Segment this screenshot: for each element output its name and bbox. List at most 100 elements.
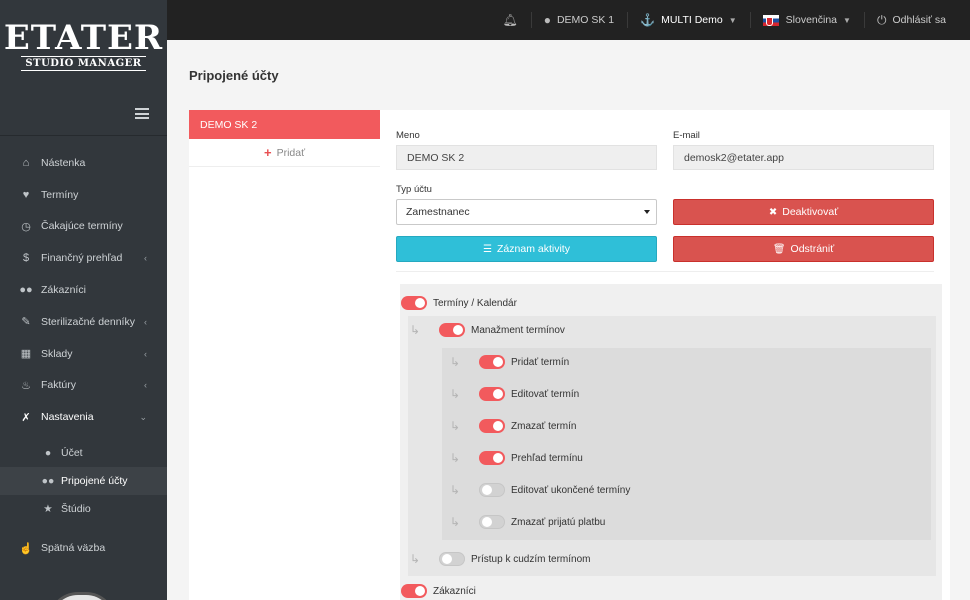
subitem-arrow-icon: ↳	[450, 355, 461, 369]
customers-toggle[interactable]	[401, 584, 427, 598]
permission-row-accept-payment: ↳ Zmazať prijatú platbu	[450, 513, 605, 531]
permission-row-edit-finished: ↳ Editovať ukončené termíny	[450, 481, 630, 499]
handshake-icon: ☝	[19, 542, 33, 555]
sidebar-subitem-studio[interactable]: ★ Štúdio	[0, 495, 167, 523]
logout-button[interactable]: ⏻ Odhlásiť sa	[863, 0, 970, 40]
wrench-icon: ✗	[21, 411, 31, 424]
activity-log-label: Záznam aktivity	[497, 243, 570, 255]
bell-icon: 🔔︎	[502, 13, 518, 27]
topbar: 🔔︎ ● DEMO SK 1 ⚓ MULTI Demo ▼ Slovenčina…	[167, 0, 970, 40]
permission-row-calendar: Termíny / Kalendár	[401, 294, 517, 312]
list-icon: ☰	[483, 243, 493, 255]
permissions-tree: Termíny / Kalendár ↳ Manažment termínov …	[400, 284, 942, 600]
hamburger-icon	[135, 108, 149, 119]
subitem-arrow-icon: ↳	[410, 323, 421, 337]
user-icon: ●	[543, 13, 551, 27]
permission-row-customers: Zákazníci	[401, 582, 476, 600]
add-account-button[interactable]: + Pridať	[189, 139, 380, 167]
management-toggle[interactable]	[439, 323, 465, 337]
menu-toggle[interactable]	[0, 92, 167, 136]
sidebar-item-customers[interactable]: ●● Zákazníci	[0, 274, 167, 306]
calendar-toggle[interactable]	[401, 296, 427, 310]
subitem-arrow-icon: ↳	[410, 552, 421, 566]
foreign-appointments-toggle[interactable]	[439, 552, 465, 566]
chevron-left-icon: ‹	[144, 253, 147, 264]
delete-appointment-toggle[interactable]	[479, 419, 505, 433]
permission-row-management: ↳ Manažment termínov	[410, 321, 565, 339]
sidebar-item-settings[interactable]: ✗ Nastavenia ⌄	[0, 401, 167, 433]
email-label: E-mail	[673, 130, 700, 141]
sidebar-subitem-account[interactable]: ● Účet	[0, 439, 167, 467]
sidebar-item-label: Nastavenia	[41, 411, 94, 424]
permissions-group-calendar: ↳ Manažment termínov ↳ Pridať termín ↳ E…	[408, 316, 936, 576]
users-cog-icon: ●●	[41, 475, 55, 488]
account-item-active[interactable]: DEMO SK 2	[189, 110, 380, 139]
sidebar-nav: ⌂ Nástenka ♥ Termíny ◷ Čakajúce termíny …	[0, 136, 167, 564]
remove-label: Odstrániť	[790, 243, 835, 255]
subitem-arrow-icon: ↳	[450, 483, 461, 497]
sidebar-item-invoices[interactable]: ♨ Faktúry ‹	[0, 370, 167, 402]
sidebar-item-label: Čakajúce termíny	[41, 220, 123, 233]
account-type-value: Zamestnanec	[406, 206, 470, 218]
brand-tagline: STUDIO MANAGER	[21, 56, 146, 71]
subitem-arrow-icon: ↳	[450, 419, 461, 433]
sidebar-item-warehouses[interactable]: ▦ Sklady ‹	[0, 338, 167, 370]
activity-log-button[interactable]: ☰ Záznam aktivity	[396, 236, 657, 262]
user-menu[interactable]: ● DEMO SK 1	[530, 0, 627, 40]
account-detail-panel: Meno DEMO SK 2 E-mail demosk2@etater.app…	[380, 110, 950, 600]
accounts-list: DEMO SK 2 + Pridať	[189, 110, 380, 600]
delete-payment-toggle[interactable]	[479, 515, 505, 529]
name-field[interactable]: DEMO SK 2	[396, 145, 657, 170]
warehouse-icon: ▦	[20, 348, 32, 361]
power-icon: ⏻	[876, 12, 887, 27]
permission-label: Zákazníci	[433, 585, 476, 597]
brand-logo[interactable]: ETATER STUDIO MANAGER	[0, 0, 167, 92]
sidebar-item-label: Zákazníci	[41, 284, 86, 297]
heart-icon: ♥	[22, 188, 30, 201]
chevron-down-icon: ▼	[843, 15, 851, 25]
workspace-menu[interactable]: ⚓ MULTI Demo ▼	[627, 0, 750, 40]
permission-row-overview: ↳ Prehľad termínu	[450, 449, 583, 467]
permission-label: Editovať ukončené termíny	[511, 484, 631, 496]
sidebar-subitem-label: Štúdio	[61, 503, 91, 516]
dollar-icon: $	[22, 252, 30, 265]
chevron-left-icon: ‹	[144, 380, 147, 391]
plus-icon: +	[263, 145, 272, 160]
permission-label: Manažment termínov	[471, 324, 565, 336]
avatar[interactable]	[48, 592, 116, 600]
sidebar-item-appointments[interactable]: ♥ Termíny	[0, 179, 167, 211]
sidebar-item-label: Faktúry	[41, 379, 77, 392]
user-cog-icon: ●	[44, 447, 52, 460]
email-field[interactable]: demosk2@etater.app	[673, 145, 934, 170]
workspace-name: MULTI Demo	[661, 14, 723, 26]
sidebar-item-dashboard[interactable]: ⌂ Nástenka	[0, 147, 167, 179]
account-type-label: Typ účtu	[396, 184, 432, 195]
language-menu[interactable]: Slovenčina ▼	[749, 0, 864, 40]
sidebar-item-finance[interactable]: $ Finančný prehľad ‹	[0, 242, 167, 274]
deactivate-button[interactable]: ✖ Deaktivovať	[673, 199, 934, 225]
divider	[396, 271, 934, 272]
sidebar-subitem-label: Účet	[61, 447, 83, 460]
sidebar-subitem-connected-accounts[interactable]: ●● Pripojené účty	[0, 467, 167, 496]
account-type-select[interactable]: Zamestnanec	[396, 199, 657, 225]
sidebar-item-label: Termíny	[41, 188, 79, 201]
sidebar-item-feedback[interactable]: ☝ Spätná väzba	[0, 532, 167, 564]
logout-label: Odhlásiť sa	[892, 14, 946, 26]
chevron-down-icon: ⌄	[139, 411, 147, 422]
notifications-button[interactable]: 🔔︎	[489, 0, 530, 40]
permission-label: Zmazať prijatú platbu	[511, 516, 606, 528]
edit-finished-toggle[interactable]	[479, 483, 505, 497]
permission-label: Termíny / Kalendár	[433, 297, 517, 309]
remove-button[interactable]: 🗑︎ Odstrániť	[673, 236, 934, 262]
overview-toggle[interactable]	[479, 451, 505, 465]
add-appointment-toggle[interactable]	[479, 355, 505, 369]
sidebar-subitem-label: Pripojené účty	[61, 475, 128, 488]
edit-appointment-toggle[interactable]	[479, 387, 505, 401]
sidebar-item-label: Sterilizačné denníky	[41, 315, 135, 328]
name-label: Meno	[396, 130, 420, 141]
deactivate-label: Deaktivovať	[782, 206, 839, 218]
sidebar-item-sterilization[interactable]: ✎ Sterilizačné denníky ‹	[0, 306, 167, 338]
user-name: DEMO SK 1	[556, 14, 615, 26]
sidebar-item-pending[interactable]: ◷ Čakajúce termíny	[0, 211, 167, 243]
sidebar-item-label: Nástenka	[41, 156, 86, 169]
